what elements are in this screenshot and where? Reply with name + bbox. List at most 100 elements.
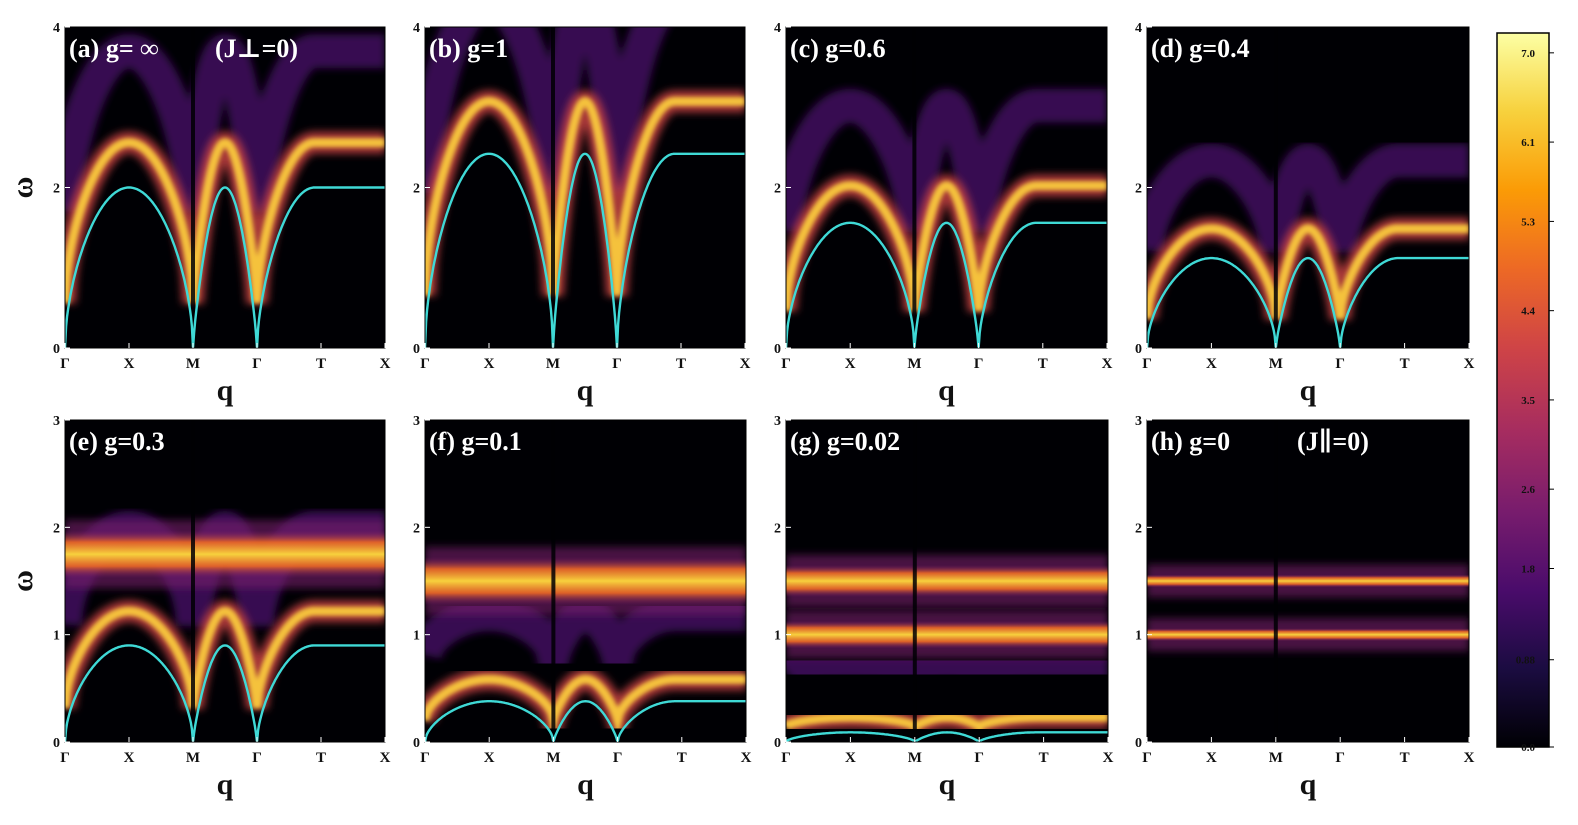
panel-title: (c) g=0.6: [790, 34, 886, 63]
flat-band-core: [1147, 628, 1469, 642]
x-tick-label: T: [676, 356, 686, 372]
y-tick-label: 4: [413, 21, 420, 36]
x-tick-label: X: [124, 750, 135, 766]
dispersion-curve: [786, 731, 1108, 742]
m-point-stripe: [1273, 420, 1278, 742]
x-tick-label: M: [908, 750, 922, 766]
colorbar-tick-label: 6.1: [1521, 137, 1535, 149]
flat-band-core: [65, 530, 385, 579]
panel-background: [425, 27, 745, 348]
y-tick-label: 4: [1135, 21, 1142, 36]
x-axis-label: q: [938, 374, 955, 407]
x-tick-label: Γ: [1142, 750, 1152, 766]
spectral-peak: [65, 606, 385, 709]
dispersion-curve: [1147, 256, 1469, 348]
y-tick-label: 0: [1135, 736, 1142, 751]
x-tick-label: T: [677, 750, 687, 766]
x-tick-label: T: [1400, 750, 1410, 766]
panel-g: (g) g=0.02 0 1 2 3 Γ X M Γ T Xq: [774, 414, 1114, 801]
y-tick-label: 4: [53, 21, 60, 36]
m-point-stripe: [551, 27, 555, 348]
x-tick-label: T: [1039, 750, 1049, 766]
y-tick-label: 2: [413, 521, 420, 536]
y-tick-label: 1: [413, 629, 420, 644]
panel-frame: [1146, 419, 1470, 743]
y-tick-label: 0: [53, 736, 60, 751]
x-tick-label: M: [186, 356, 200, 372]
y-tick-label: 2: [774, 182, 781, 197]
y-tick-label: 0: [774, 342, 781, 357]
colorbar-tick-label: 3.5: [1521, 395, 1535, 407]
x-tick-label: Γ: [1335, 750, 1345, 766]
y-tick-label: 2: [413, 182, 420, 197]
y-tick-label: 3: [413, 414, 420, 429]
colorbar-tick-label: 4.4: [1521, 306, 1535, 318]
x-tick-label: Γ: [420, 750, 430, 766]
dispersion-curve: [65, 644, 385, 742]
spectral-peak: [786, 181, 1107, 312]
x-tick-label: Γ: [60, 356, 70, 372]
y-tick-label: 2: [53, 521, 60, 536]
x-tick-label: X: [484, 356, 495, 372]
y-tick-label: 1: [774, 629, 781, 644]
flat-band-core: [786, 620, 1108, 649]
y-tick-label: 0: [774, 736, 781, 751]
panel-title: (a) g= ∞: [69, 34, 159, 63]
y-tick-label: 2: [774, 521, 781, 536]
x-tick-label: T: [1038, 356, 1048, 372]
x-tick-label: X: [1103, 750, 1114, 766]
panel-title: (g) g=0.02: [790, 427, 900, 456]
x-tick-label: Γ: [613, 750, 623, 766]
colorbar-tick-label: 0.88: [1516, 655, 1536, 667]
y-tick-label: 1: [1135, 629, 1142, 644]
spectral-peak: [425, 674, 746, 738]
panel-d: (d) g=0.4 0 2 4 Γ X M Γ T Xq: [1135, 21, 1475, 407]
x-tick-label: Γ: [612, 356, 622, 372]
y-tick-label: 4: [774, 21, 781, 36]
panel-title-extra: (J∥=0): [1297, 427, 1369, 456]
spectral-peak: [1147, 224, 1469, 320]
x-axis-label: q: [939, 768, 956, 801]
x-tick-label: Γ: [60, 750, 70, 766]
colorbar-tick-label: 2.6: [1521, 484, 1535, 496]
colorbar-gradient: [1496, 32, 1550, 748]
colorbar-tick-label: 7.0: [1521, 48, 1535, 60]
spectral-peak: [65, 137, 385, 304]
panel-e: (e) g=0.3 0 1 2 3 Γ X M Γ T Xq: [53, 414, 391, 801]
x-tick-label: Γ: [1142, 356, 1152, 372]
y-axis-label: ω: [6, 177, 39, 199]
x-axis-label: q: [1300, 374, 1317, 407]
y-tick-label: 2: [1135, 521, 1142, 536]
spectral-haze: [786, 645, 1108, 696]
colorbar: 0.0 0.88 1.8 2.6 3.5 4.4 5.3 6.1 7.0: [1496, 32, 1554, 754]
x-axis-label: q: [577, 374, 594, 407]
x-tick-label: Γ: [420, 356, 430, 372]
y-tick-label: 0: [413, 736, 420, 751]
x-tick-label: M: [546, 356, 560, 372]
spectral-peak: [425, 96, 745, 296]
y-tick-label: 3: [53, 414, 60, 429]
panel-title: (d) g=0.4: [1151, 34, 1250, 63]
x-tick-label: Γ: [974, 750, 984, 766]
panel-c: (c) g=0.6 0 2 4 Γ X M Γ T Xq: [774, 21, 1113, 407]
panel-title: (e) g=0.3: [69, 427, 165, 456]
x-axis-label: q: [217, 768, 234, 801]
panel-frame: [785, 419, 1109, 743]
panel-frame: [424, 419, 747, 743]
x-axis-label: q: [217, 374, 234, 407]
spectral-haze: [1147, 143, 1469, 253]
dispersion-curve: [786, 221, 1107, 348]
x-tick-label: X: [1206, 356, 1217, 372]
spectral-peak: [786, 712, 1108, 734]
colorbar-tick-label: 5.3: [1521, 216, 1535, 228]
y-tick-label: 2: [1135, 182, 1142, 197]
m-point-stripe: [551, 420, 556, 742]
dispersion-curve: [425, 152, 745, 348]
flat-band-core: [425, 556, 746, 606]
x-tick-label: X: [380, 750, 391, 766]
x-tick-label: Γ: [781, 356, 791, 372]
x-tick-label: X: [1464, 750, 1475, 766]
flat-band-core: [786, 564, 1108, 598]
panel-title: (f) g=0.1: [429, 427, 522, 456]
panel-frame: [64, 419, 386, 743]
